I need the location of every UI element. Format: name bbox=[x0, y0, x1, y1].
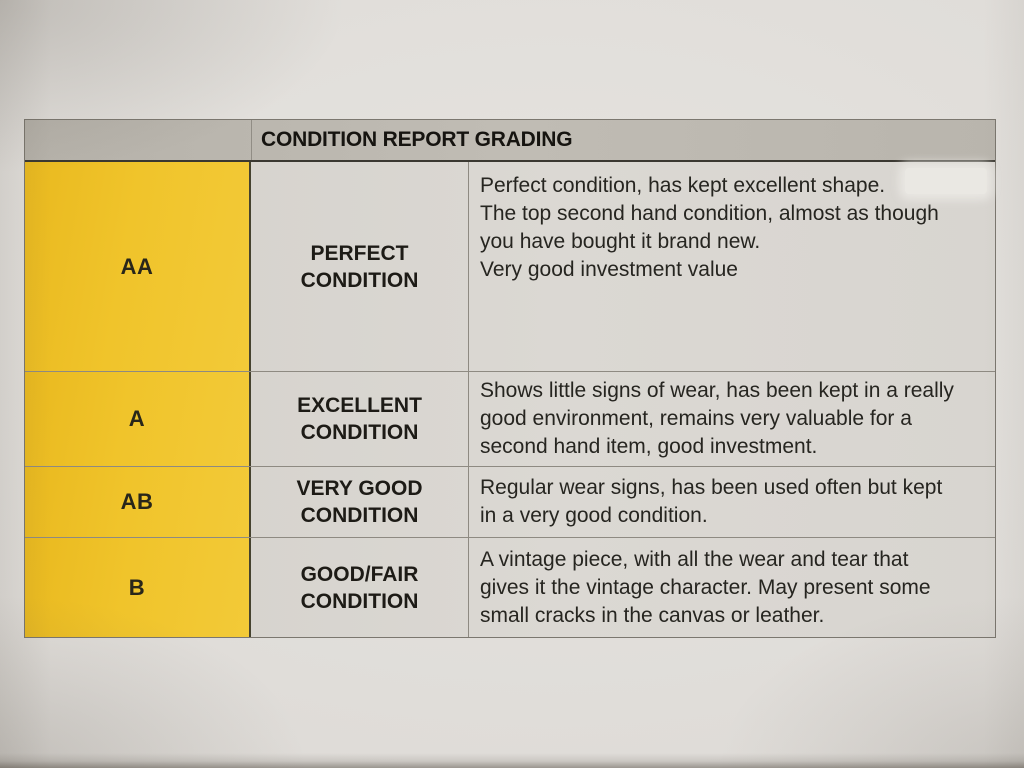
description-cell: A vintage piece, with all the wear and t… bbox=[469, 538, 995, 637]
grade-label: B bbox=[128, 574, 146, 600]
grade-label: AA bbox=[120, 253, 154, 279]
grade-cell: B bbox=[25, 538, 251, 637]
table-title: CONDITION REPORT GRADING bbox=[261, 128, 573, 151]
description-paragraph: A vintage piece, with all the wear and t… bbox=[480, 547, 931, 627]
grade-row-ab: AB VERY GOOD CONDITION Regular wear sign… bbox=[25, 466, 995, 537]
description-paragraph: The top second hand condition, almost as… bbox=[480, 202, 939, 253]
condition-cell: PERFECT CONDITION bbox=[251, 162, 469, 371]
condition-label-line: CONDITION bbox=[300, 421, 419, 444]
grade-row-b: B GOOD/FAIR CONDITION A vintage piece, w… bbox=[25, 537, 995, 637]
condition-label-line: PERFECT bbox=[310, 241, 409, 265]
grade-row-aa: AA PERFECT CONDITION Perfect condition, … bbox=[25, 162, 995, 371]
condition-cell: EXCELLENT CONDITION bbox=[251, 372, 469, 466]
description-cell: Perfect condition, has kept excellent sh… bbox=[469, 162, 995, 371]
grade-cell: AA bbox=[25, 162, 251, 371]
condition-label-line: CONDITION bbox=[300, 589, 419, 613]
table-header-bar: CONDITION REPORT GRADING bbox=[25, 120, 995, 162]
description-paragraph: Perfect condition, has kept excellent sh… bbox=[480, 174, 886, 197]
condition-label-line: CONDITION bbox=[300, 504, 419, 527]
grade-cell: AB bbox=[25, 467, 251, 537]
description-paragraph: Shows little signs of wear, has been kep… bbox=[480, 379, 954, 458]
grade-label: A bbox=[128, 406, 146, 431]
condition-label-line: EXCELLENT bbox=[297, 394, 422, 417]
condition-label-line: VERY GOOD bbox=[296, 477, 423, 500]
condition-label-line: CONDITION bbox=[300, 268, 419, 292]
description-paragraph: Very good investment value bbox=[480, 258, 738, 281]
description-cell: Regular wear signs, has been used often … bbox=[469, 467, 995, 537]
condition-grading-table: CONDITION REPORT GRADING AA PERFECT COND… bbox=[24, 119, 996, 638]
condition-cell: GOOD/FAIR CONDITION bbox=[251, 538, 469, 637]
header-empty-cell bbox=[25, 120, 252, 160]
whiteout-patch bbox=[905, 168, 987, 194]
condition-label-line: GOOD/FAIR bbox=[300, 562, 419, 586]
grade-label: AB bbox=[120, 489, 154, 514]
grade-cell: A bbox=[25, 372, 251, 466]
condition-cell: VERY GOOD CONDITION bbox=[251, 467, 469, 537]
description-cell: Shows little signs of wear, has been kep… bbox=[469, 372, 995, 466]
description-paragraph: Regular wear signs, has been used often … bbox=[480, 476, 943, 527]
grade-row-a: A EXCELLENT CONDITION Shows little signs… bbox=[25, 371, 995, 466]
